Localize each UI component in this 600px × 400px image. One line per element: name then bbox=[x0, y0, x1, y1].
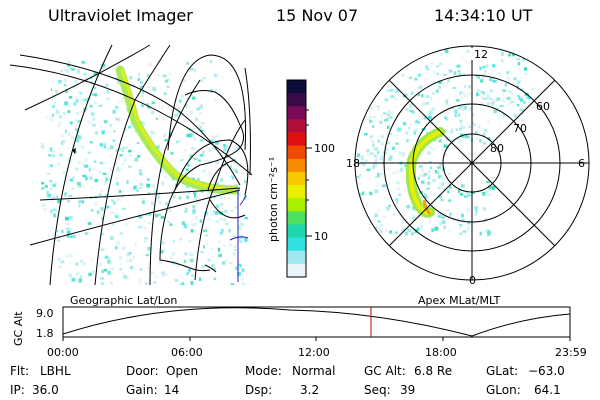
info-ip-value: 36.0 bbox=[32, 383, 59, 397]
colorbar-cell bbox=[287, 224, 306, 239]
info-seq-value: 39 bbox=[400, 383, 415, 397]
map-speckle bbox=[40, 60, 248, 285]
mlt-label-0: 0 bbox=[469, 274, 476, 287]
time-tick-0: 00:00 bbox=[47, 346, 79, 359]
colorbar-cell bbox=[287, 211, 306, 225]
colorbar-label: photon cm⁻²s⁻¹ bbox=[267, 157, 280, 242]
polar-caption: Apex MLat/MLT bbox=[418, 294, 501, 307]
colorbar-cell bbox=[287, 119, 306, 134]
info-glon-label: GLon: bbox=[486, 383, 521, 397]
info-mode-label: Mode: bbox=[245, 364, 282, 378]
time-tick-1: 06:00 bbox=[171, 346, 203, 359]
mlat-label-60: 60 bbox=[536, 100, 550, 113]
info-dsp-label: Dsp: bbox=[245, 383, 272, 397]
polar-speckle bbox=[356, 46, 535, 237]
altitude-timeline: 9.0 1.8 GC Alt 00:00 06:00 12:00 18:00 2… bbox=[12, 306, 587, 359]
info-flt-label: Flt: bbox=[10, 364, 29, 378]
mlt-label-18: 18 bbox=[346, 157, 360, 170]
info-panel: Flt: LBHL Door: Open Mode: Normal GC Alt… bbox=[10, 364, 565, 397]
info-gcalt-value: 6.8 Re bbox=[414, 364, 452, 378]
colorbar-cell bbox=[287, 171, 306, 186]
colorbar-cell bbox=[287, 185, 306, 199]
info-seq-label: Seq: bbox=[364, 383, 391, 397]
info-mode-value: Normal bbox=[292, 364, 335, 378]
header-time: 14:34:10 UT bbox=[434, 6, 533, 25]
timeline-ylabel: GC Alt bbox=[12, 311, 25, 346]
polar-plot: 12 18 6 0 60 70 80 bbox=[346, 45, 590, 287]
mlt-label-12: 12 bbox=[474, 48, 488, 61]
colorbar-cell bbox=[287, 250, 306, 265]
colorbar: 100 10 photon cm⁻²s⁻¹ bbox=[267, 79, 335, 278]
header-date: 15 Nov 07 bbox=[276, 6, 359, 25]
alt-tick-9: 9.0 bbox=[36, 307, 54, 320]
geographic-map bbox=[9, 44, 253, 286]
mlat-label-80: 80 bbox=[490, 142, 504, 155]
colorbar-cell bbox=[287, 237, 306, 252]
info-gain-label: Gain: bbox=[126, 383, 158, 397]
info-glat-value: −63.0 bbox=[528, 364, 565, 378]
info-gain-value: 14 bbox=[164, 383, 179, 397]
info-ip-label: IP: bbox=[10, 383, 25, 397]
info-glat-label: GLat: bbox=[486, 364, 518, 378]
mlt-label-6: 6 bbox=[578, 157, 585, 170]
info-dsp-value: 3.2 bbox=[300, 383, 319, 397]
time-tick-2: 12:00 bbox=[298, 346, 330, 359]
info-flt-value: LBHL bbox=[40, 364, 71, 378]
info-door-value: Open bbox=[166, 364, 198, 378]
colorbar-cell bbox=[287, 132, 306, 147]
info-gcalt-label: GC Alt: bbox=[364, 364, 406, 378]
info-door-label: Door: bbox=[126, 364, 159, 378]
colorbar-cell bbox=[287, 198, 306, 212]
colorbar-cell bbox=[287, 263, 306, 278]
colorbar-cell bbox=[287, 80, 306, 94]
map-caption: Geographic Lat/Lon bbox=[70, 294, 177, 307]
orbit-altitude-curve bbox=[62, 307, 571, 337]
continent-outline bbox=[159, 90, 244, 273]
colorbar-tick-10: 10 bbox=[314, 230, 328, 243]
colorbar-cell bbox=[287, 145, 306, 160]
colorbar-cell bbox=[287, 158, 306, 173]
info-glon-value: 64.1 bbox=[534, 383, 561, 397]
colorbar-tick-100: 100 bbox=[314, 142, 335, 155]
colorbar-cell bbox=[287, 106, 306, 120]
header-title: Ultraviolet Imager bbox=[48, 6, 193, 25]
time-tick-4: 23:59 bbox=[555, 346, 587, 359]
mlat-label-70: 70 bbox=[513, 122, 527, 135]
time-tick-3: 18:00 bbox=[425, 346, 457, 359]
alt-tick-1-8: 1.8 bbox=[36, 327, 54, 340]
colorbar-cell bbox=[287, 93, 306, 107]
